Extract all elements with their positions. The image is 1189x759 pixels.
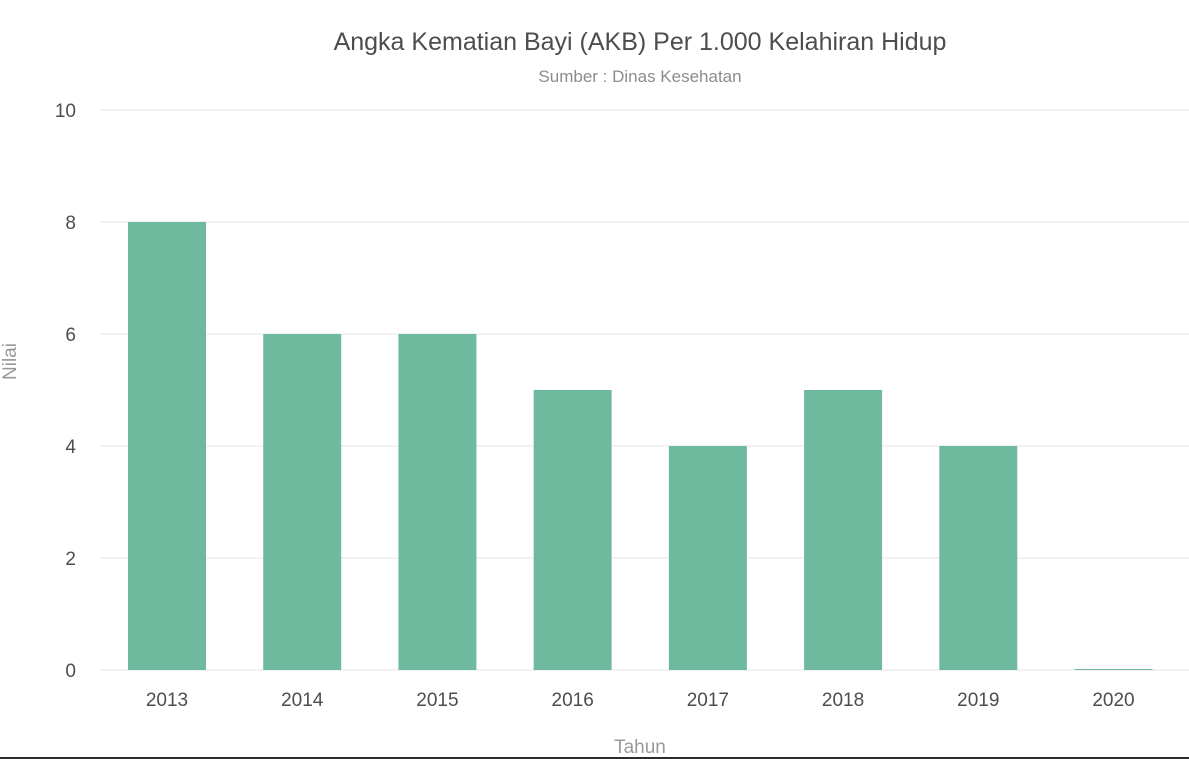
- x-tick-label: 2018: [822, 690, 864, 711]
- bottom-border: [0, 757, 1189, 759]
- x-tick-label: 2015: [416, 690, 458, 711]
- y-tick-label: 0: [65, 661, 76, 682]
- chart-subtitle: Sumber : Dinas Kesehatan: [538, 67, 742, 86]
- bar-2018[interactable]: [804, 390, 883, 670]
- chart-title: Angka Kematian Bayi (AKB) Per 1.000 Kela…: [333, 28, 947, 56]
- x-tick-label: 2019: [957, 690, 999, 711]
- y-tick-label: 10: [55, 101, 76, 122]
- bar-2013[interactable]: [128, 222, 206, 670]
- bar-2020[interactable]: [1074, 669, 1153, 670]
- bar-2015[interactable]: [398, 334, 477, 670]
- x-tick-label: 2017: [687, 690, 729, 711]
- x-tick-label: 2014: [281, 690, 324, 711]
- x-tick-label: 2016: [552, 690, 594, 711]
- y-tick-label: 8: [65, 213, 76, 234]
- x-axis-label: Tahun: [614, 737, 666, 758]
- bar-2016[interactable]: [533, 390, 612, 670]
- bar-2017[interactable]: [668, 446, 747, 670]
- y-tick-label: 4: [65, 437, 76, 458]
- y-tick-label: 6: [65, 325, 76, 346]
- bar-2014[interactable]: [263, 334, 342, 670]
- bar-2019[interactable]: [939, 446, 1018, 670]
- y-tick-label: 2: [65, 549, 76, 570]
- x-tick-label: 2013: [146, 690, 188, 711]
- x-tick-label: 2020: [1092, 690, 1134, 711]
